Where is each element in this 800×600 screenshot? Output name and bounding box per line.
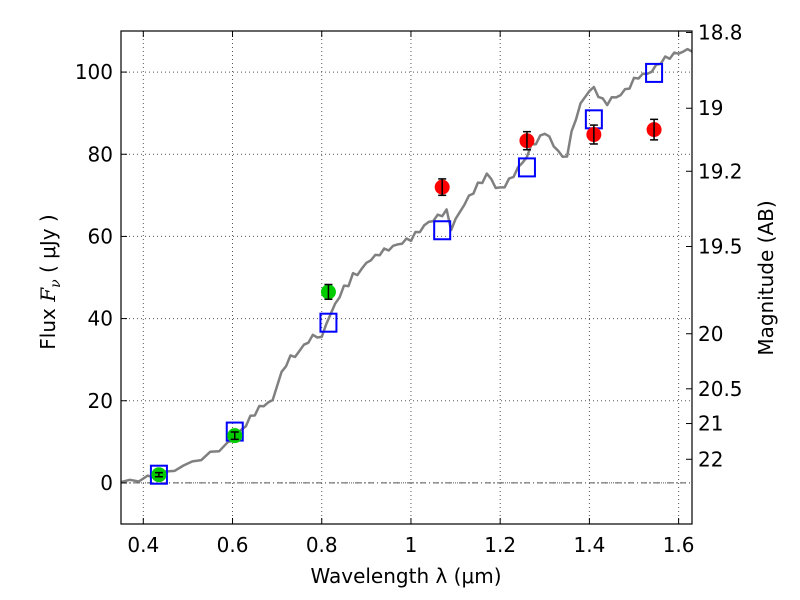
markers-layer [149, 62, 664, 485]
mag-tick-label-3: 19.5 [698, 235, 743, 259]
plot-frame [120, 30, 693, 525]
mag-tick-label-0: 18.8 [698, 20, 743, 44]
model-square-4 [517, 157, 536, 178]
mag-tick-label-5: 20.5 [698, 377, 743, 401]
spectrum-layer [120, 47, 693, 484]
x-tick-label-5: 1.4 [573, 533, 605, 557]
svg-text:Flux Fν ( μJy ): Flux Fν ( μJy ) [36, 214, 64, 349]
y-axis-title-symbol: F [36, 287, 60, 303]
y-tick-label-0: 0 [100, 471, 113, 495]
y2-axis-title: Magnitude (AB) [754, 200, 778, 355]
y-axis-title-units: ( μJy ) [36, 214, 60, 279]
spectrum-line [120, 47, 693, 484]
axes-layer: 0.4 0.6 0.8 1 1.2 1.4 1.6 0 20 40 60 80 100 18.8 19 19.… [75, 20, 743, 557]
y-tick-label-1: 20 [88, 389, 113, 413]
y-axis-title-sub: ν [48, 279, 64, 288]
y-tick-label-3: 60 [88, 224, 113, 248]
x-tick-label-4: 1.2 [484, 533, 516, 557]
x-tick-label-1: 0.6 [217, 533, 249, 557]
model-square-6 [645, 62, 664, 83]
y2-axis-title-text: Magnitude (AB) [754, 200, 778, 355]
mag-tick-label-4: 20 [698, 322, 723, 346]
model-square-2 [319, 312, 338, 333]
model-square-3 [433, 220, 452, 241]
x-axis-title: Wavelength λ (μm) [310, 564, 501, 588]
mag-tick-label-1: 19 [698, 96, 723, 120]
x-tick-label-6: 1.6 [663, 533, 695, 557]
y-tick-label-2: 40 [88, 307, 113, 331]
mag-tick-label-2: 19.2 [698, 159, 743, 183]
x-tick-label-2: 0.8 [306, 533, 338, 557]
y-tick-label-5: 100 [75, 60, 113, 84]
x-tick-label-0: 0.4 [127, 533, 159, 557]
y-tick-label-4: 80 [88, 142, 113, 166]
y-axis-title: Flux Fν ( μJy ) [36, 214, 64, 349]
mag-tick-label-7: 22 [698, 447, 723, 471]
y-axis-title-text: Flux [36, 302, 60, 350]
model-square-0 [149, 464, 168, 485]
mag-tick-label-6: 21 [698, 412, 723, 436]
x-tick-label-3: 1 [405, 533, 418, 557]
